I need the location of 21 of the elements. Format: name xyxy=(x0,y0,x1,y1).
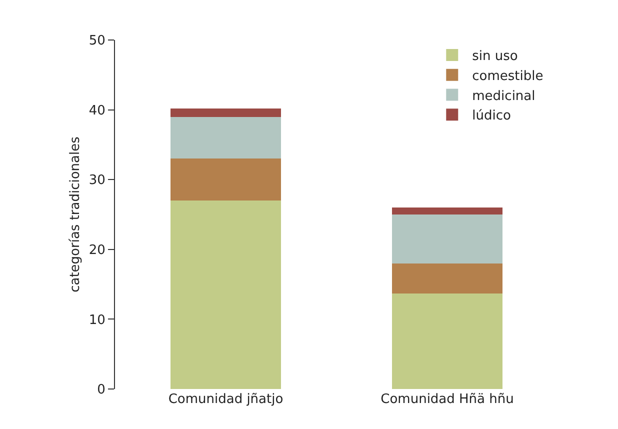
y-tick-label: 30 xyxy=(88,173,106,188)
x-tick-label: Comunidad Hñä hñu xyxy=(380,392,514,407)
bar xyxy=(392,293,503,389)
x-tick-label: Comunidad jñatjo xyxy=(168,392,284,407)
bar xyxy=(392,208,503,214)
bar xyxy=(392,214,503,264)
legend-label: sin uso xyxy=(472,49,518,64)
bar xyxy=(170,108,282,117)
bar xyxy=(170,200,282,389)
legend-label: comestible xyxy=(472,68,544,84)
y-axis-title: categorías tradicionales xyxy=(68,136,83,292)
y-tick-label: 20 xyxy=(88,242,106,258)
bar xyxy=(170,158,282,201)
bar xyxy=(170,116,282,159)
bar xyxy=(392,263,503,294)
y-tick-label: 0 xyxy=(97,382,106,398)
y-tick-label: 50 xyxy=(88,34,106,49)
legend-label: lúdico xyxy=(472,108,511,124)
y-tick-label: 10 xyxy=(88,312,106,328)
legend-label: medicinal xyxy=(472,88,536,104)
y-tick-label: 40 xyxy=(88,103,106,118)
